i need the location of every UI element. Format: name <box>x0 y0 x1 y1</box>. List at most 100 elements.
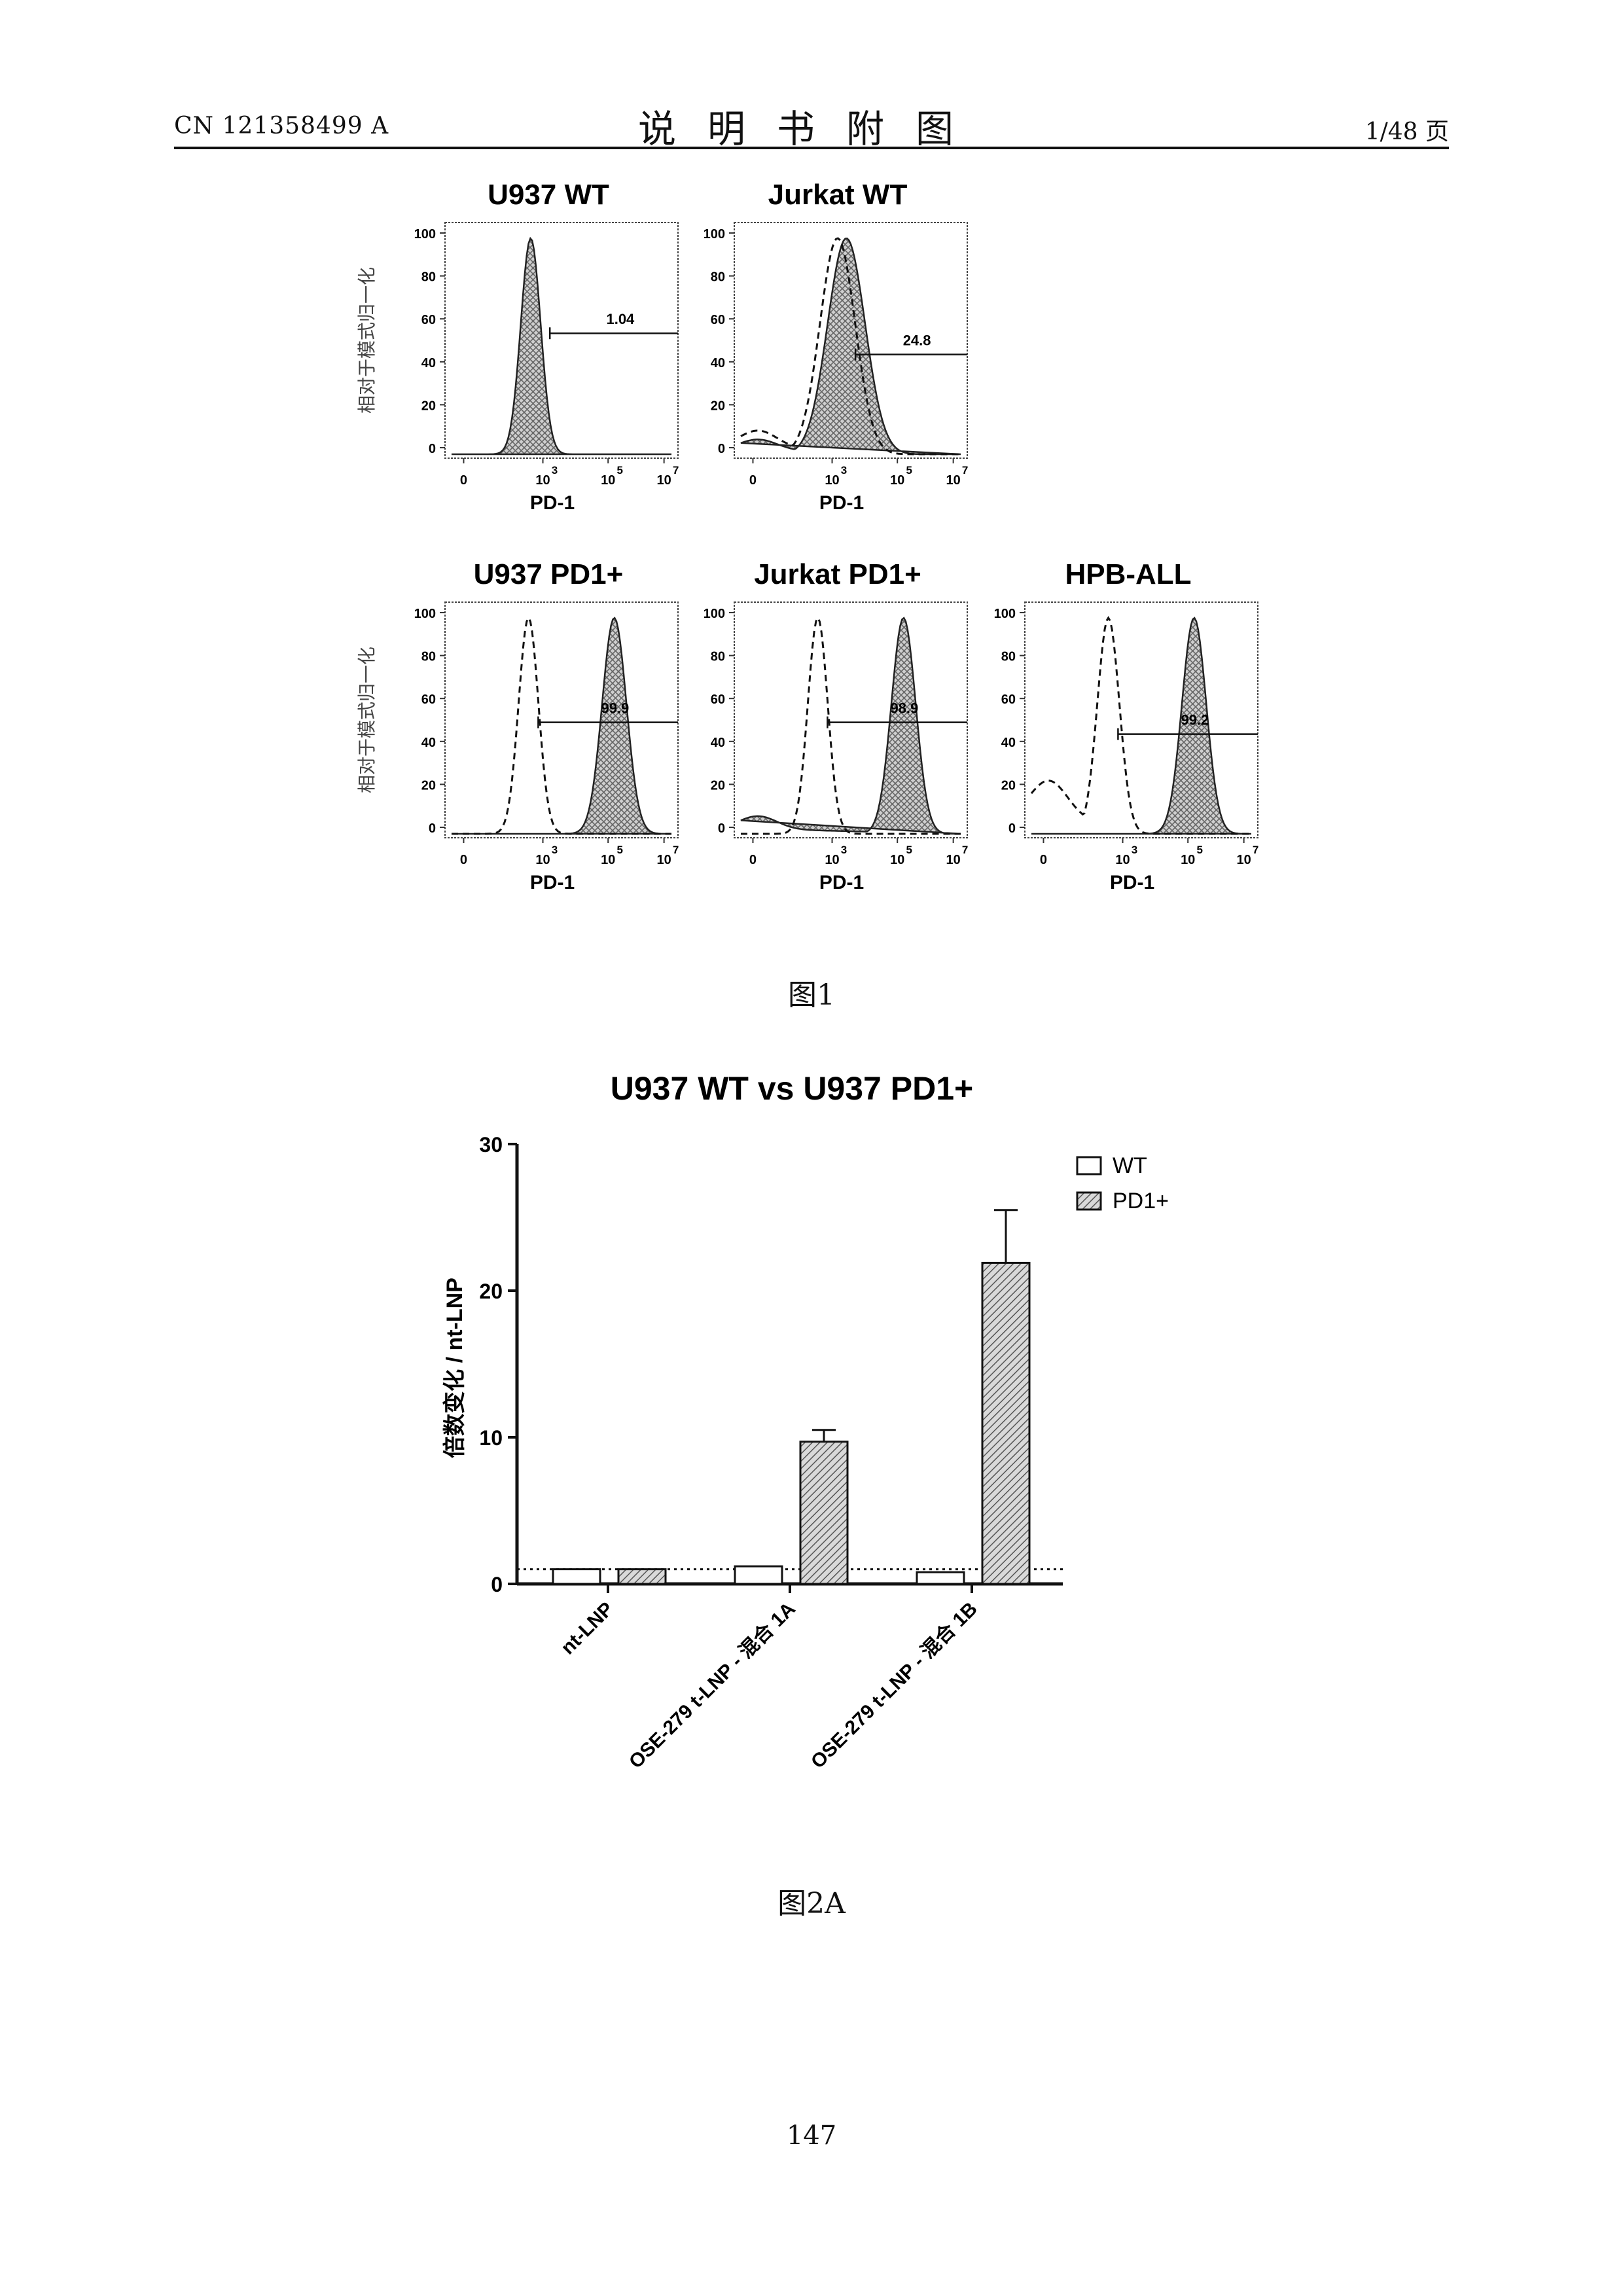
x-tick-label: 0 <box>749 853 757 867</box>
x-tick-label: 10 <box>601 853 615 867</box>
x-tick-exponent: 3 <box>552 464 558 476</box>
x-tick-exponent: 7 <box>673 464 679 476</box>
section-title: 说明书附图 <box>637 107 985 151</box>
legend-label: PD1+ <box>1113 1189 1169 1213</box>
chart-legend: WT PD1+ <box>1076 1153 1169 1213</box>
stained-histogram <box>740 237 961 456</box>
panel-title: HPB-ALL <box>1065 558 1191 590</box>
y-tick-label: 20 <box>1001 778 1016 793</box>
gate-percentage: 98.9 <box>890 700 918 717</box>
category-label: OSE-279 t-LNP - 混合 1B <box>806 1598 982 1773</box>
y-tick-label: 40 <box>421 356 436 370</box>
x-tick-label: 0 <box>460 473 467 488</box>
x-tick-label: 10 <box>601 473 615 488</box>
y-axis-label: 相对于模式归一化 <box>356 647 378 793</box>
x-tick-label: 0 <box>749 473 757 488</box>
plot-frame <box>734 222 968 459</box>
stained-histogram <box>1031 617 1251 835</box>
x-tick-label: 0 <box>460 853 467 867</box>
figure-2a-bar-chart: U937 WT vs U937 PD1+ 倍数变化 / nt-LNP 0 10 20… <box>442 1070 1169 1773</box>
gate-percentage: 99.9 <box>601 700 629 717</box>
bar <box>981 1261 1031 1585</box>
y-tick-label: 100 <box>704 607 725 621</box>
x-tick-label: 10 <box>946 473 961 488</box>
y-tick-label: 0 <box>429 442 436 456</box>
x-tick-label: 10 <box>890 473 904 488</box>
y-tick-label: 40 <box>1001 736 1016 750</box>
stained-histogram <box>452 236 671 456</box>
x-tick-label: 10 <box>825 473 839 488</box>
bar <box>617 1568 667 1585</box>
x-axis-label: PD-1 <box>819 872 864 893</box>
y-tick-label: 60 <box>421 692 436 707</box>
y-tick-label: 0 <box>1008 821 1016 836</box>
header-rule <box>174 147 1449 149</box>
legend-label: WT <box>1113 1153 1147 1178</box>
control-histogram <box>740 237 961 456</box>
y-tick-label: 100 <box>994 607 1016 621</box>
chart-title: U937 WT vs U937 PD1+ <box>611 1070 973 1107</box>
x-tick-exponent: 3 <box>841 844 847 856</box>
bar <box>916 1571 965 1585</box>
y-axis-label: 相对于模式归一化 <box>356 267 378 414</box>
x-tick-label: 10 <box>657 853 671 867</box>
x-tick-exponent: 3 <box>552 844 558 856</box>
bar <box>799 1441 849 1585</box>
y-tick-label: 80 <box>711 270 725 285</box>
x-tick-exponent: 7 <box>962 844 968 856</box>
y-tick-label: 0 <box>429 821 436 836</box>
figure-1-caption: 图1 <box>788 978 835 1012</box>
plot-frame <box>444 601 679 838</box>
y-tick-label: 10 <box>479 1426 503 1450</box>
x-axis-label: PD-1 <box>1110 872 1154 893</box>
y-tick-label: 20 <box>421 778 436 793</box>
gate-percentage: 1.04 <box>606 311 635 327</box>
y-tick-label: 80 <box>1001 650 1016 664</box>
x-tick-label: 10 <box>1237 853 1251 867</box>
x-tick-label: 10 <box>946 853 961 867</box>
y-tick-label: 40 <box>711 736 725 750</box>
control-histogram <box>741 615 961 835</box>
x-tick-exponent: 3 <box>841 464 847 476</box>
x-tick-exponent: 7 <box>1253 844 1258 856</box>
x-tick-exponent: 5 <box>616 464 622 476</box>
legend-swatch <box>1076 1156 1102 1175</box>
y-tick-label: 80 <box>421 270 436 285</box>
panel-title: Jurkat PD1+ <box>754 558 921 590</box>
panel-title: Jurkat WT <box>768 179 908 211</box>
gate-percentage: 24.8 <box>903 332 931 349</box>
x-tick-label: 10 <box>1181 853 1195 867</box>
x-tick-exponent: 5 <box>906 464 912 476</box>
bar <box>734 1565 783 1585</box>
x-tick-label: 10 <box>825 853 839 867</box>
control-histogram <box>1030 616 1251 835</box>
plot-frame <box>734 601 968 838</box>
x-axis-label: PD-1 <box>530 492 575 514</box>
stained-histogram <box>452 617 671 835</box>
page-of-total: 1/48 页 <box>1364 118 1449 145</box>
gate-percentage: 99.2 <box>1181 712 1209 728</box>
figure-2a-caption: 图2A <box>777 1887 846 1920</box>
y-axis-label: 倍数变化 / nt-LNP <box>442 1278 467 1458</box>
legend-swatch <box>1076 1191 1102 1211</box>
x-tick-label: 10 <box>535 853 550 867</box>
y-tick-label: 20 <box>711 778 725 793</box>
y-tick-label: 20 <box>421 399 436 413</box>
y-tick-label: 80 <box>421 650 436 664</box>
x-tick-label: 10 <box>1115 853 1130 867</box>
y-tick-label: 100 <box>704 227 725 242</box>
x-tick-label: 0 <box>1040 853 1047 867</box>
y-tick-label: 20 <box>479 1280 503 1303</box>
plot-frame <box>1024 601 1258 838</box>
y-tick-label: 20 <box>711 399 725 413</box>
x-tick-exponent: 5 <box>1196 844 1202 856</box>
y-tick-label: 60 <box>421 313 436 327</box>
y-tick-label: 30 <box>479 1133 503 1157</box>
panel-title: U937 WT <box>488 179 609 211</box>
y-tick-label: 0 <box>718 442 725 456</box>
x-tick-label: 10 <box>890 853 904 867</box>
